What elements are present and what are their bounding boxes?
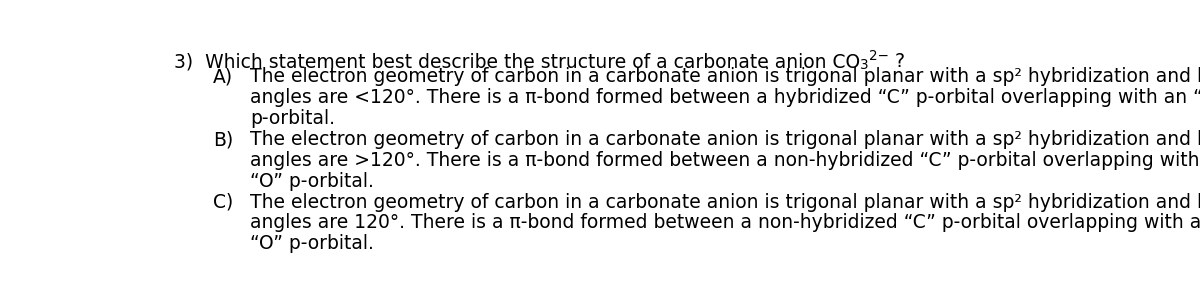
Text: 2−: 2− [869,49,889,63]
Text: “O” p-orbital.: “O” p-orbital. [251,234,374,253]
Text: “O” p-orbital.: “O” p-orbital. [251,172,374,191]
Text: 3)  Which statement best describe the structure of a carbonate anion CO: 3) Which statement best describe the str… [174,52,860,71]
Text: ?: ? [889,52,905,71]
Text: p-orbital.: p-orbital. [251,109,336,128]
Text: C): C) [214,192,234,212]
Text: The electron geometry of carbon in a carbonate anion is trigonal planar with a s: The electron geometry of carbon in a car… [251,130,1200,149]
Text: B): B) [214,130,234,149]
Text: The electron geometry of carbon in a carbonate anion is trigonal planar with a s: The electron geometry of carbon in a car… [251,192,1200,212]
Text: angles are <120°. There is a π-bond formed between a hybridized “C” p-orbital ov: angles are <120°. There is a π-bond form… [251,88,1200,107]
Text: The electron geometry of carbon in a carbonate anion is trigonal planar with a s: The electron geometry of carbon in a car… [251,67,1200,87]
Text: A): A) [214,67,233,87]
Text: 3: 3 [860,58,869,72]
Text: angles are >120°. There is a π-bond formed between a non-hybridized “C” p-orbita: angles are >120°. There is a π-bond form… [251,151,1200,170]
Text: angles are 120°. There is a π-bond formed between a non-hybridized “C” p-orbital: angles are 120°. There is a π-bond forme… [251,213,1200,233]
